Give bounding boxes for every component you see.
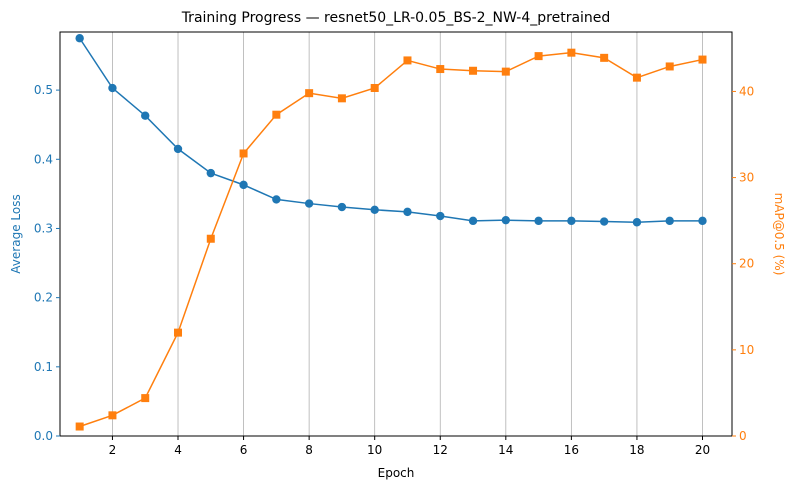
x-axis-title: Epoch [378, 466, 415, 480]
data-point-loss [370, 205, 379, 214]
data-point-map [337, 94, 346, 103]
data-point-loss [698, 216, 707, 226]
data-point-map [469, 66, 478, 75]
series-line-loss [79, 37, 703, 223]
data-point-loss [239, 180, 248, 190]
data-point-map [206, 234, 215, 243]
data-point-map [239, 149, 248, 158]
y-axis-right: 0 10 20 30 40 [732, 84, 754, 443]
data-point-loss [632, 218, 642, 227]
x-tick-label: 4 [174, 443, 182, 457]
data-point-map [174, 328, 183, 337]
x-tick-label: 14 [498, 443, 513, 457]
grid [112, 32, 703, 436]
x-tick-label: 10 [367, 443, 382, 457]
y-axis-right-title: mAP@0.5 (%) [772, 193, 786, 276]
y-left-tick-label: 0.3 [34, 221, 53, 235]
data-point-loss [599, 217, 609, 226]
chart-title: Training Progress — resnet50_LR-0.05_BS-… [181, 10, 611, 26]
y-left-tick-label: 0.2 [34, 291, 53, 305]
y-left-tick-label: 0.4 [34, 152, 53, 166]
data-point-map [600, 53, 609, 62]
data-point-map [75, 422, 84, 431]
y-right-tick-label: 10 [739, 343, 754, 357]
data-point-map [370, 83, 379, 92]
data-point-map [305, 89, 314, 98]
data-point-loss [304, 199, 314, 208]
x-tick-label: 8 [305, 443, 313, 457]
data-point-loss [403, 207, 412, 217]
x-tick-label: 2 [109, 443, 117, 457]
data-point-map [501, 67, 510, 76]
data-point-loss [272, 195, 281, 204]
data-point-loss [337, 202, 347, 212]
x-tick-label: 6 [240, 443, 248, 457]
data-point-loss [75, 34, 84, 43]
data-point-loss [436, 211, 445, 221]
y-right-tick-label: 40 [739, 84, 754, 98]
data-point-loss [206, 168, 215, 178]
x-tick-label: 16 [564, 443, 579, 457]
x-axis: 2 4 6 8 10 12 14 16 18 20 [109, 436, 710, 457]
y-left-tick-label: 0.1 [34, 360, 53, 374]
y-right-tick-label: 30 [739, 171, 754, 185]
y-left-tick-label: 0.0 [34, 429, 53, 443]
data-point-loss [173, 144, 183, 154]
data-point-map [534, 52, 543, 61]
data-point-loss [141, 111, 150, 120]
data-point-map [141, 394, 150, 403]
data-point-map [632, 73, 641, 82]
data-point-loss [108, 83, 117, 93]
data-point-map [436, 65, 445, 74]
data-point-loss [534, 216, 543, 226]
data-point-loss [567, 216, 576, 226]
data-point-map [403, 56, 412, 65]
data-point-loss [468, 216, 478, 226]
series-line-map [79, 51, 703, 428]
data-point-map [108, 411, 117, 420]
x-tick-label: 18 [629, 443, 644, 457]
x-tick-label: 12 [433, 443, 448, 457]
plot-frame [59, 31, 733, 437]
y-right-tick-label: 0 [739, 429, 747, 443]
y-axis-left: 0.0 0.1 0.2 0.3 0.4 0.5 [34, 83, 60, 443]
data-point-map [698, 55, 707, 64]
x-tick-label: 20 [695, 443, 710, 457]
y-right-tick-label: 20 [739, 257, 754, 271]
data-point-loss [665, 216, 674, 226]
y-left-tick-label: 0.5 [34, 83, 53, 97]
data-point-map [567, 48, 576, 57]
data-point-map [665, 62, 674, 71]
series-layer [75, 34, 707, 431]
data-point-loss [501, 215, 511, 225]
data-point-map [272, 110, 281, 119]
y-axis-left-title: Average Loss [9, 194, 23, 273]
